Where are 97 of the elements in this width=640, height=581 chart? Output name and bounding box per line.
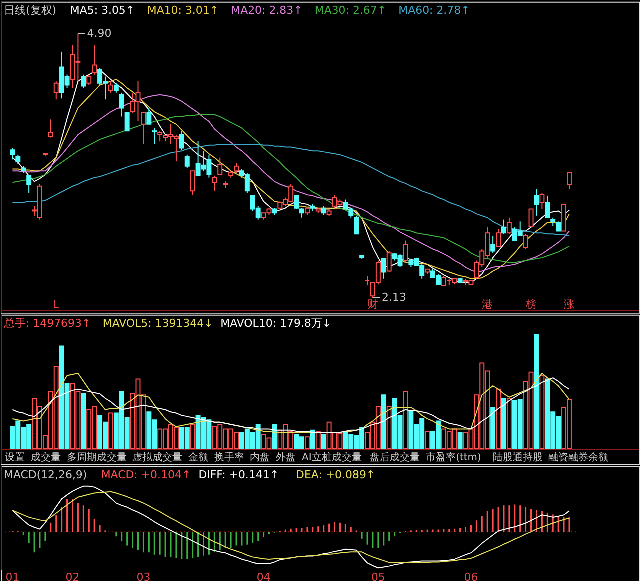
x-tick-label: 04 xyxy=(256,571,271,581)
candlestick xyxy=(114,82,119,94)
text: MAVOL10: 179.8万↓ xyxy=(220,316,332,330)
text: MA10: 3.01↑ xyxy=(147,4,220,17)
candlestick xyxy=(403,240,408,264)
bar xyxy=(534,334,540,450)
text: 虚拟成交量 xyxy=(132,451,183,464)
candlestick xyxy=(108,80,114,94)
candlestick xyxy=(212,175,218,192)
bar xyxy=(190,424,196,450)
x-tick-label: 02 xyxy=(66,571,80,581)
annotation: 2.13 xyxy=(382,290,406,304)
x-tick-label: 榜 xyxy=(526,298,537,311)
text: 金额 xyxy=(188,451,208,464)
candlestick xyxy=(218,157,223,176)
candlestick xyxy=(566,172,572,190)
candlestick xyxy=(354,215,360,235)
bar xyxy=(506,398,512,450)
text: AI立桩成交量 xyxy=(302,451,362,464)
candlestick xyxy=(10,148,16,160)
candlestick xyxy=(26,174,32,194)
x-tick-label: 03 xyxy=(136,571,151,581)
x-tick-label: L xyxy=(53,298,60,311)
x-tick-label: 06 xyxy=(464,571,478,581)
candlestick xyxy=(381,257,386,280)
candlestick xyxy=(81,74,86,89)
candlestick xyxy=(184,154,190,169)
candlestick xyxy=(490,235,496,254)
text: MA30: 2.67↑ xyxy=(314,4,387,17)
bar xyxy=(496,388,502,450)
text: 市盈率(ttm) xyxy=(426,451,482,464)
annotation: 4.90 xyxy=(87,26,112,40)
text: 盘后成交量 xyxy=(370,451,420,464)
text: 陆股通持股 xyxy=(492,451,543,464)
candlestick xyxy=(300,208,304,218)
candlestick xyxy=(234,163,239,174)
candlestick xyxy=(496,228,502,248)
bar xyxy=(458,432,463,450)
bar xyxy=(81,393,86,450)
text: MAVOL5: 1391344↓ xyxy=(102,316,214,330)
candlestick xyxy=(506,217,512,235)
candlestick xyxy=(146,108,152,125)
candlestick xyxy=(190,170,196,196)
candlestick xyxy=(534,188,540,216)
bar xyxy=(272,424,278,450)
text: DIFF: +0.141↑ xyxy=(198,468,280,482)
candlestick xyxy=(119,92,124,118)
chart-title: 日线(复权) xyxy=(4,4,57,17)
text: 设置 xyxy=(4,451,25,464)
text: 多周期成交量 xyxy=(66,451,127,464)
bar xyxy=(316,430,321,450)
x-tick-label: 财 xyxy=(367,298,378,311)
candlestick xyxy=(54,80,59,100)
bar xyxy=(381,394,386,450)
candlestick xyxy=(540,192,545,210)
x-tick-label: 01 xyxy=(6,571,20,581)
bar xyxy=(540,375,545,450)
text: MA20: 2.83↑ xyxy=(231,4,303,17)
bar xyxy=(490,407,496,450)
candlestick xyxy=(179,130,184,151)
x-tick-label: 涨 xyxy=(564,298,575,311)
bar xyxy=(304,436,310,450)
candlestick xyxy=(501,219,506,235)
candlestick xyxy=(294,194,300,210)
candlestick xyxy=(158,130,163,142)
x-tick-label: 05 xyxy=(371,571,386,581)
candlestick xyxy=(528,208,534,228)
bar xyxy=(321,434,326,450)
chart-title: MACD(12,26,9) xyxy=(4,468,88,482)
text: MA60: 2.78↑ xyxy=(398,4,470,17)
candlestick xyxy=(86,74,92,86)
candlestick xyxy=(16,154,21,165)
candlestick xyxy=(48,119,54,138)
bar xyxy=(108,412,114,450)
text: MACD: +0.104↑ xyxy=(101,468,192,482)
bar xyxy=(501,398,506,450)
text: 外盘 xyxy=(276,451,296,464)
candlestick xyxy=(545,195,550,218)
text: 成交量 xyxy=(30,451,61,464)
candlestick xyxy=(556,221,562,232)
text: 融资融券余额 xyxy=(548,451,609,464)
x-tick-label: 港 xyxy=(482,298,494,311)
candlestick xyxy=(152,128,158,145)
candlestick xyxy=(141,112,146,145)
candlestick xyxy=(386,250,392,273)
text: 换手率 xyxy=(214,451,244,464)
bar xyxy=(310,430,316,450)
bar xyxy=(386,406,392,450)
candlestick xyxy=(523,234,528,250)
text: 总手: 1497693↑ xyxy=(2,316,92,330)
text: 内盘 xyxy=(250,451,270,464)
bar xyxy=(403,391,408,450)
candlestick xyxy=(92,44,98,76)
bar xyxy=(425,430,430,450)
text: DEA: +0.089↑ xyxy=(296,468,376,482)
text: MA5: 3.05↑ xyxy=(70,4,136,17)
candlestick xyxy=(124,112,130,132)
